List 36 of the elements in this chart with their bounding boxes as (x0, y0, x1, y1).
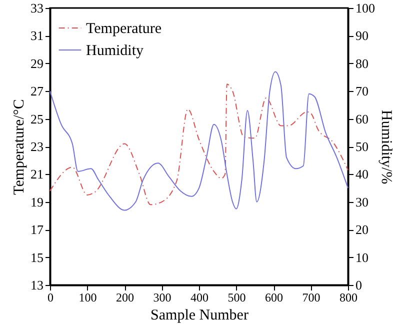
y-tick-label: 27 (30, 84, 44, 99)
y-tick-label: 13 (30, 278, 44, 292)
y2-tick-label: 40 (356, 166, 368, 182)
y-tick-label: 31 (30, 28, 44, 44)
x-tick-label: 400 (190, 290, 208, 304)
y2-tick-label: 80 (356, 56, 368, 71)
y2-tick-label: 90 (356, 28, 368, 44)
y2-tick-label: 50 (356, 139, 368, 154)
y-tick-label: 29 (30, 56, 44, 71)
x-tick-label: 0 (48, 290, 54, 304)
y-tick-label: 15 (30, 250, 44, 265)
x-tick-label: 700 (302, 290, 320, 304)
x-axis-title: Sample Number (150, 308, 248, 324)
y-tick-label: 19 (30, 194, 44, 210)
y2-tick-label: 0 (356, 278, 362, 292)
x-tick-label: 800 (340, 290, 358, 304)
x-tick-label: 500 (228, 290, 246, 304)
x-tick-label: 100 (78, 290, 97, 304)
y2-tick-label: 10 (356, 250, 368, 265)
x-tick-label: 300 (153, 290, 172, 304)
x-tick-label: 200 (116, 290, 134, 304)
y2-tick-label: 70 (356, 84, 368, 99)
y2-tick-label: 20 (356, 222, 368, 238)
y-tick-label: 25 (30, 111, 44, 126)
legend-label: Temperature (86, 21, 162, 37)
y-tick-label: 21 (30, 166, 44, 182)
y2-tick-label: 30 (356, 194, 368, 210)
y-tick-label: 17 (30, 222, 44, 238)
y2-axis-title: Humidity/% (378, 110, 393, 184)
y-axis-title: Temperature/°C (12, 99, 28, 195)
x-tick-label: 600 (265, 290, 283, 304)
legend-label: Humidity (86, 43, 144, 59)
y-tick-label: 23 (30, 139, 44, 154)
y-tick-label: 33 (30, 0, 44, 16)
y2-tick-label: 60 (356, 111, 368, 126)
y2-tick-label: 100 (356, 0, 375, 16)
